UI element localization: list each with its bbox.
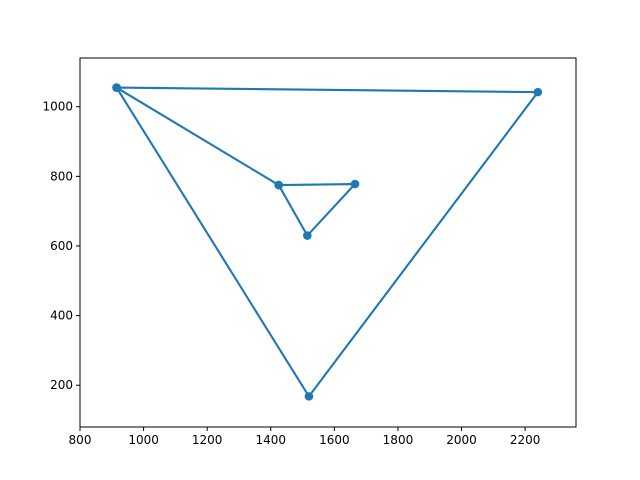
y-tick-label: 200 [50, 378, 73, 392]
x-tick-label: 1200 [192, 433, 223, 447]
data-point [350, 179, 360, 189]
y-tick-label: 800 [50, 169, 73, 183]
data-point [274, 180, 284, 190]
x-tick-label: 1400 [255, 433, 286, 447]
series-line [115, 86, 539, 398]
axes-frame [79, 57, 577, 428]
x-tick-label: 800 [69, 433, 92, 447]
plot-area [80, 58, 576, 427]
y-tick-label: 600 [50, 239, 73, 253]
x-tick-label: 2200 [510, 433, 541, 447]
y-axis-ticks: 200 400 600 800 1000 [42, 100, 80, 392]
data-point [533, 87, 543, 97]
y-tick-label: 400 [50, 309, 73, 323]
x-axis-ticks: 800 1000 1200 1400 1600 1800 2000 2200 [69, 427, 541, 447]
x-tick-label: 1800 [383, 433, 414, 447]
x-tick-label: 2000 [446, 433, 477, 447]
data-point [304, 392, 314, 401]
x-tick-label: 1600 [319, 433, 350, 447]
data-point [112, 83, 121, 92]
series-markers [112, 83, 543, 401]
y-tick-label: 1000 [42, 100, 73, 114]
data-point [303, 231, 312, 240]
x-tick-label: 1000 [128, 433, 159, 447]
